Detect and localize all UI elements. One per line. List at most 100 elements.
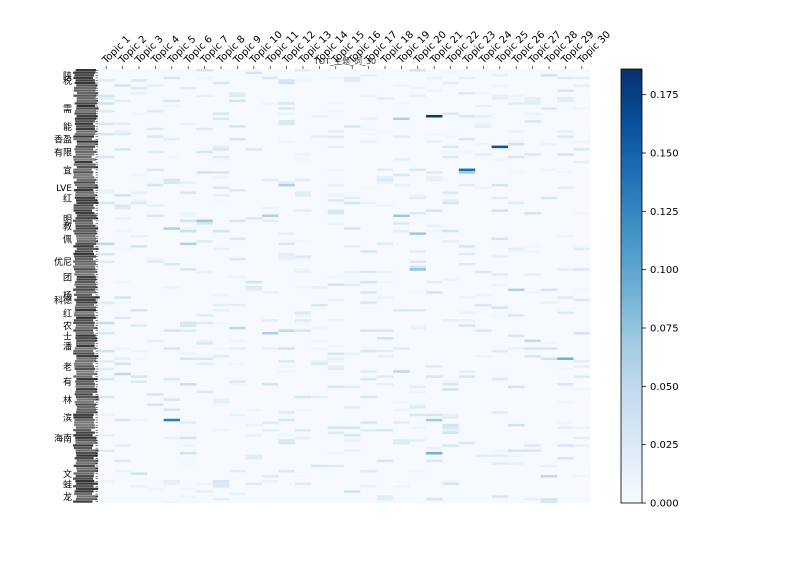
heatmap-cell xyxy=(393,135,410,138)
heatmap-cell xyxy=(180,436,197,440)
heatmap-cell xyxy=(180,122,197,126)
row-label: LVE xyxy=(56,184,72,194)
heatmap-cell xyxy=(491,306,508,309)
heatmap-cell xyxy=(524,291,541,294)
heatmap-cell xyxy=(180,219,197,223)
heatmap-cell xyxy=(278,181,295,184)
heatmap-cell-highlight xyxy=(393,117,410,121)
heatmap-cell xyxy=(294,329,312,332)
row-label-glyphs xyxy=(76,97,96,100)
row-label: 蛙 xyxy=(63,478,72,490)
heatmap-cell xyxy=(327,194,344,197)
heatmap-cell xyxy=(360,469,377,473)
row-label-glyphs xyxy=(73,319,94,322)
row-label-glyphs xyxy=(76,342,95,345)
heatmap-cell xyxy=(557,400,574,404)
heatmap-cell xyxy=(393,408,410,412)
heatmap-cell xyxy=(557,367,574,371)
heatmap-cell xyxy=(573,375,590,378)
heatmap-cell xyxy=(376,270,394,274)
row-label-glyphs xyxy=(74,283,96,286)
heatmap-cell xyxy=(458,114,476,118)
heatmap-cell xyxy=(278,469,295,473)
heatmap-cell xyxy=(442,388,459,391)
heatmap-cell xyxy=(130,245,148,248)
row-label-glyphs xyxy=(76,104,96,108)
heatmap-cell xyxy=(557,171,574,174)
row-label-glyphs xyxy=(73,89,96,92)
heatmap-cell xyxy=(294,153,312,156)
heatmap-cell xyxy=(196,127,213,131)
heatmap-cell xyxy=(573,211,590,215)
colorbar-tick-label: 0.000 xyxy=(650,499,679,510)
row-label-glyphs xyxy=(74,86,97,90)
heatmap-cell xyxy=(196,357,213,361)
heatmap-cell xyxy=(557,97,574,100)
heatmap-cell xyxy=(573,288,590,292)
heatmap-cell xyxy=(98,434,115,437)
heatmap-cell xyxy=(212,485,230,488)
heatmap-cell xyxy=(229,237,246,241)
row-label-glyphs xyxy=(75,385,95,388)
row-label-glyphs xyxy=(74,132,96,136)
heatmap-cell xyxy=(278,365,295,368)
heatmap-cell xyxy=(327,298,344,302)
heatmap-cell xyxy=(573,247,590,251)
row-label-glyphs xyxy=(73,329,94,332)
heatmap-cell xyxy=(180,321,197,325)
heatmap-cell xyxy=(557,426,574,429)
heatmap-cell xyxy=(508,247,525,251)
heatmap-cell xyxy=(130,91,148,95)
heatmap-cell xyxy=(114,229,131,233)
row-label-glyphs xyxy=(76,237,97,240)
heatmap-cell xyxy=(180,181,197,184)
heatmap-cell-highlight xyxy=(491,145,508,149)
heatmap-cell xyxy=(344,278,361,281)
heatmap-cell xyxy=(442,201,459,205)
heatmap-cell-highlight xyxy=(180,383,197,386)
heatmap-cell xyxy=(327,319,344,322)
heatmap-cell xyxy=(114,148,131,151)
heatmap-cell xyxy=(573,388,590,391)
row-label-glyphs xyxy=(75,303,95,307)
heatmap-cell xyxy=(491,94,508,98)
heatmap-cell xyxy=(294,482,312,486)
heatmap-cell xyxy=(393,84,410,87)
heatmap-cell xyxy=(130,357,148,361)
row-label-glyphs xyxy=(74,183,98,187)
heatmap-cell xyxy=(458,375,476,378)
heatmap-cell-highlight xyxy=(130,86,148,90)
heatmap-cell xyxy=(557,153,574,156)
row-label-glyphs xyxy=(76,354,99,358)
heatmap-cell xyxy=(409,250,426,253)
row-label-glyphs xyxy=(73,352,95,355)
heatmap-cell xyxy=(344,439,361,442)
heatmap-cell xyxy=(327,209,344,212)
heatmap-cell xyxy=(163,104,180,108)
colorbar-tick-label: 0.125 xyxy=(650,207,679,218)
heatmap-cell xyxy=(278,107,295,110)
heatmap-cell xyxy=(278,252,295,256)
row-label-glyphs xyxy=(76,130,97,133)
heatmap-cell xyxy=(344,405,361,409)
row-label-glyphs xyxy=(75,217,99,220)
heatmap-cell xyxy=(311,395,328,399)
heatmap-cell xyxy=(180,451,197,455)
heatmap-cell xyxy=(491,158,508,161)
heatmap-cell xyxy=(491,462,508,465)
row-label-glyphs xyxy=(75,308,97,312)
row-label-glyphs xyxy=(75,431,95,434)
heatmap-cell xyxy=(180,268,197,271)
heatmap-cell xyxy=(376,130,394,133)
heatmap-cell xyxy=(573,107,590,110)
heatmap-cell-highlight xyxy=(196,219,213,223)
heatmap-cell xyxy=(212,199,230,202)
row-label-glyphs xyxy=(76,459,99,462)
heatmap-cell xyxy=(360,186,377,189)
heatmap-cell xyxy=(196,339,213,343)
heatmap-cell xyxy=(163,436,180,440)
heatmap-cell xyxy=(442,426,459,429)
heatmap-cell xyxy=(376,296,394,299)
row-label-glyphs xyxy=(75,69,96,72)
row-label-glyphs xyxy=(76,482,98,485)
